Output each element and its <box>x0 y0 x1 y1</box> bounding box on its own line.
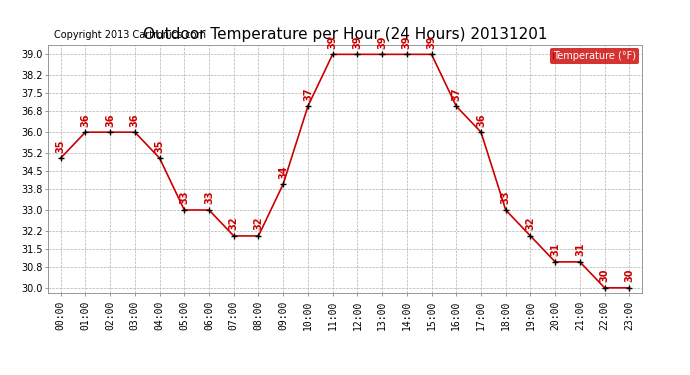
Text: 37: 37 <box>451 87 461 100</box>
Text: 33: 33 <box>204 191 214 204</box>
Legend: Temperature (°F): Temperature (°F) <box>550 48 639 64</box>
Text: 39: 39 <box>402 35 412 49</box>
Text: 39: 39 <box>328 35 337 49</box>
Text: 33: 33 <box>179 191 189 204</box>
Text: Copyright 2013 Cartronics.com: Copyright 2013 Cartronics.com <box>55 30 206 40</box>
Text: 39: 39 <box>353 35 362 49</box>
Text: 36: 36 <box>476 113 486 127</box>
Text: 31: 31 <box>575 243 585 256</box>
Text: 36: 36 <box>81 113 90 127</box>
Text: 39: 39 <box>426 35 437 49</box>
Text: 32: 32 <box>526 217 535 230</box>
Text: 36: 36 <box>130 113 140 127</box>
Text: 34: 34 <box>278 165 288 178</box>
Text: 37: 37 <box>303 87 313 100</box>
Text: 36: 36 <box>105 113 115 127</box>
Text: 32: 32 <box>253 217 264 230</box>
Text: 31: 31 <box>550 243 560 256</box>
Title: Outdoor Temperature per Hour (24 Hours) 20131201: Outdoor Temperature per Hour (24 Hours) … <box>143 27 547 42</box>
Text: 30: 30 <box>600 269 609 282</box>
Text: 32: 32 <box>229 217 239 230</box>
Text: 30: 30 <box>624 269 634 282</box>
Text: 39: 39 <box>377 35 387 49</box>
Text: 33: 33 <box>501 191 511 204</box>
Text: 35: 35 <box>56 139 66 153</box>
Text: 35: 35 <box>155 139 164 153</box>
